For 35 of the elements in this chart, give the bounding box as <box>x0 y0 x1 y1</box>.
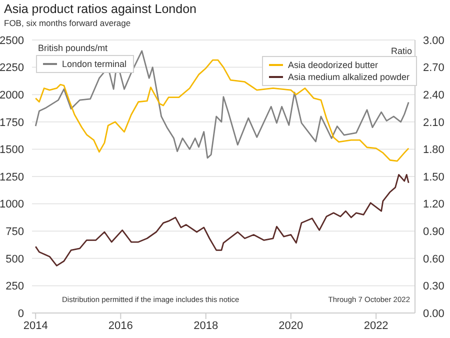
y2-tick-label: 1.20 <box>423 198 444 211</box>
y-tick-label: 500 <box>6 253 24 266</box>
chart-title: Asia product ratios against London <box>4 2 196 16</box>
y2-tick-label: 0.30 <box>423 280 444 293</box>
y2-axis-title: Ratio <box>390 46 412 56</box>
legend-label: Asia medium alkalized powder <box>288 71 410 83</box>
y-tick-label: 1750 <box>0 116 24 129</box>
y-tick-label: 2000 <box>0 90 24 102</box>
line-series <box>34 174 410 266</box>
y2-tick-label: 0.00 <box>423 308 444 320</box>
y2-tick-label: 3.00 <box>423 34 444 47</box>
y2-tick-label: 2.70 <box>423 62 444 74</box>
legend-label: London terminal <box>62 58 127 70</box>
y2-tick-label: 1.80 <box>423 144 444 156</box>
y-tick-label: 750 <box>6 226 24 238</box>
legend-label: Asia deodorized butter <box>288 59 378 71</box>
x-tick-label: 2016 <box>108 320 133 332</box>
x-tick-label: 2014 <box>23 320 48 332</box>
y2-tick-label: 0.60 <box>423 253 444 266</box>
y-tick-label: 1000 <box>0 198 24 211</box>
y-tick-label: 2500 <box>0 34 24 47</box>
x-tick-label: 2018 <box>194 320 218 332</box>
x-tick-label: 2022 <box>364 320 388 332</box>
y2-tick-label: 0.90 <box>423 226 444 238</box>
y2-tick-label: 2.10 <box>423 116 444 129</box>
x-tick-label: 2020 <box>278 320 304 332</box>
y-tick-label: 0 <box>18 308 24 320</box>
chart-subtitle: FOB, six months forward average <box>4 18 131 28</box>
y-tick-label: 1250 <box>0 171 24 184</box>
y-tick-label: 1500 <box>0 144 24 156</box>
y2-tick-label: 1.50 <box>423 171 444 184</box>
y-axis-title: British pounds/mt <box>38 43 108 53</box>
y-tick-label: 2250 <box>0 62 24 74</box>
y2-tick-label: 2.40 <box>423 90 444 102</box>
y-tick-label: 250 <box>6 280 24 293</box>
